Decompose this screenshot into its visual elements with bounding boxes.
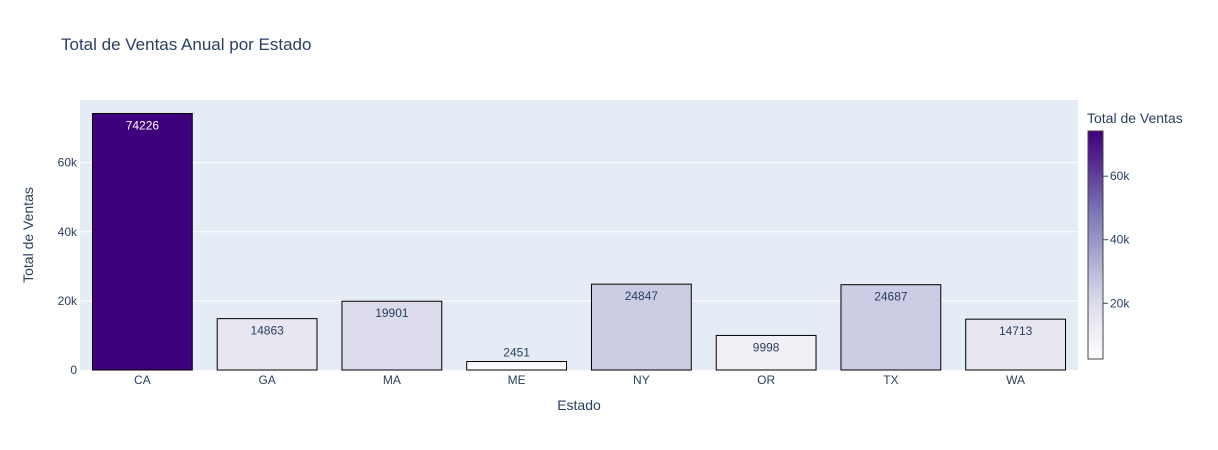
x-tick-label: MA — [383, 373, 401, 387]
y-axis-title: Total de Ventas — [20, 187, 36, 283]
bar-ga — [216, 318, 318, 371]
x-axis-title: Estado — [557, 397, 601, 413]
colorbar-tick-label: 60k — [1110, 169, 1130, 183]
x-tick-label: NY — [633, 373, 650, 387]
y-tick-label: 40k — [58, 225, 78, 239]
chart-title: Total de Ventas Anual por Estado — [61, 35, 311, 54]
colorbar-title: Total de Ventas — [1087, 110, 1183, 126]
x-tick-label: ME — [508, 373, 526, 387]
y-tick-label: 0 — [70, 363, 77, 377]
colorbar-tick-label: 40k — [1110, 233, 1130, 247]
colorbar-ticks: 20k 40k 60k — [1103, 169, 1130, 310]
bar-ma — [341, 300, 443, 371]
x-tick-label: CA — [134, 373, 151, 387]
x-tick-label: GA — [258, 373, 275, 387]
x-axis-ticks: CA GA MA ME NY OR TX WA — [134, 373, 1025, 387]
bar-ca — [91, 113, 193, 371]
bar-or — [715, 334, 817, 371]
y-axis-ticks: 0 20k 40k 60k — [58, 156, 78, 377]
bar-me — [466, 361, 568, 371]
x-tick-label: TX — [883, 373, 898, 387]
bar-tx — [840, 284, 942, 371]
colorbar-gradient — [1087, 130, 1104, 360]
bar-value-label: 9998 — [753, 340, 780, 354]
y-tick-label: 20k — [58, 294, 78, 308]
y-tick-label: 60k — [58, 156, 78, 170]
bar-value-label: 14863 — [250, 324, 284, 338]
bar-value-label: 24847 — [625, 289, 659, 303]
x-tick-label: WA — [1006, 373, 1025, 387]
bars: 74226 14863 19901 2451 24847 9998 24687 14713 — [91, 113, 1067, 371]
bar-wa — [965, 318, 1067, 371]
colorbar-tick-label: 20k — [1110, 296, 1130, 310]
bar-value-label: 2451 — [503, 346, 530, 360]
bar-value-label: 24687 — [874, 290, 908, 304]
bar-value-label: 19901 — [375, 306, 409, 320]
x-tick-label: OR — [757, 373, 775, 387]
bar-ny — [590, 283, 692, 371]
bar-value-label: 74226 — [126, 119, 160, 133]
bar-value-label: 14713 — [999, 324, 1033, 338]
colorbar: Total de Ventas 20k 40k 60k — [1087, 110, 1183, 360]
